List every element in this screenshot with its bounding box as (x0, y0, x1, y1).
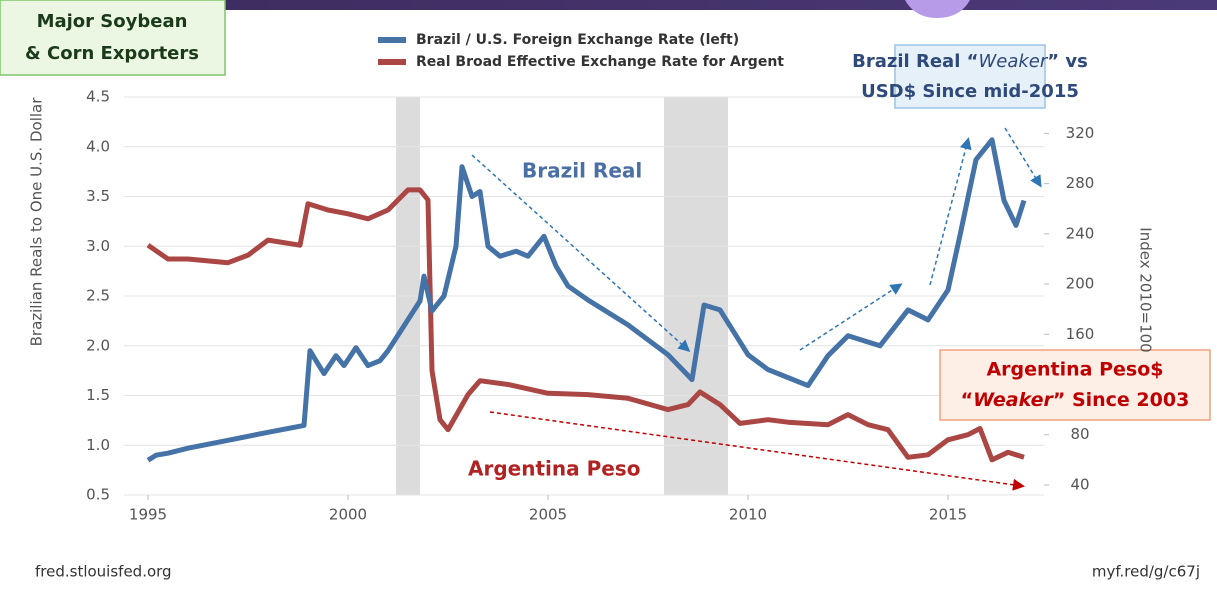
y-tick-label: 0.5 (86, 486, 110, 504)
top-bar (0, 0, 1217, 10)
arrow (489, 411, 1025, 491)
x-tick-label: 2015 (929, 506, 967, 524)
y2-tick-label: 320 (1066, 124, 1095, 142)
top-tab (905, 0, 970, 18)
x-tick-label: 2000 (329, 506, 367, 524)
annotation: “Weaker” Since 2003 (961, 389, 1190, 411)
y-tick-label: 1.5 (86, 386, 110, 404)
y2-tick-label: 240 (1066, 224, 1095, 242)
title-box (0, 0, 226, 76)
series-line (146, 187, 1025, 463)
y2-tick-label: 200 (1066, 275, 1095, 293)
y-tick-label: 1.0 (86, 436, 110, 454)
arrow (799, 283, 903, 351)
y2-tick-label: 40 (1070, 475, 1089, 493)
legend-label: Real Broad Effective Exchange Rate for A… (416, 54, 784, 70)
title-line: & Corn Exporters (25, 43, 199, 64)
annotation: USD$ Since mid-2015 (861, 81, 1079, 102)
y-tick-label: 2.0 (86, 336, 110, 354)
y-tick-label: 4.0 (86, 137, 110, 155)
y2-axis-label: Index 2010=100 (1137, 227, 1155, 352)
series-label: Brazil Real (522, 159, 642, 183)
y2-tick-label: 80 (1070, 425, 1089, 443)
y2-tick-label: 280 (1066, 174, 1095, 192)
x-tick-label: 1995 (129, 506, 167, 524)
x-tick-label: 2010 (729, 506, 767, 524)
arrows (471, 127, 1042, 353)
arrow (929, 137, 972, 286)
y-axis-label: Brazilian Reals to One U.S. Dollar (28, 97, 46, 347)
link: myf.red/g/c67j (1092, 563, 1200, 581)
annotation: Brazil Real “Weaker” vs (852, 51, 1088, 72)
annotation-box (894, 44, 1046, 109)
y2-tick-label: 160 (1066, 325, 1095, 343)
legend-label: Brazil / U.S. Foreign Exchange Rate (lef… (416, 32, 739, 48)
series-line (146, 137, 1027, 463)
y-tick-label: 3.0 (86, 237, 110, 255)
series-label: Argentina Peso (468, 457, 640, 481)
x-tick-label: 2005 (529, 506, 567, 524)
source: fred.stlouisfed.org (35, 563, 172, 581)
plot: 0.51.01.52.02.53.03.54.04.54080120160200… (86, 88, 1094, 524)
annotation-box (939, 349, 1211, 421)
y-tick-label: 2.5 (86, 287, 110, 305)
y-tick-label: 3.5 (86, 187, 110, 205)
y-tick-label: 4.5 (86, 88, 110, 106)
annotation: Argentina Peso$ (986, 359, 1163, 381)
title-line: Major Soybean (37, 11, 188, 32)
